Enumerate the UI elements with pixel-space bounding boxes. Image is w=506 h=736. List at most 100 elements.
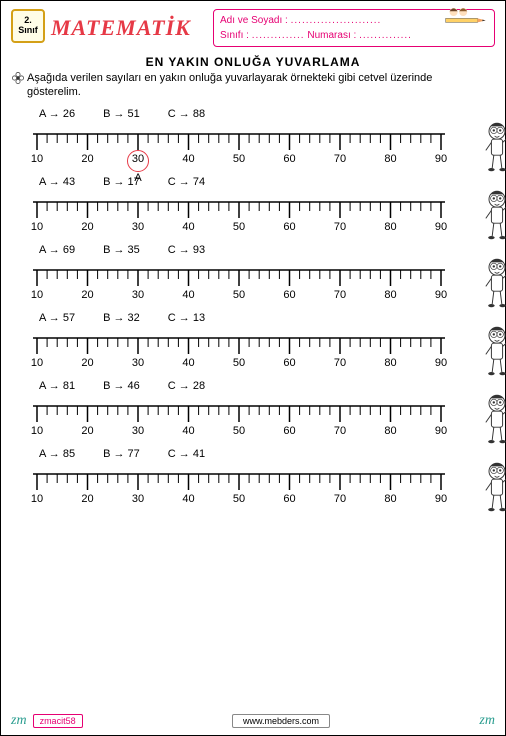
svg-text:60: 60	[283, 493, 295, 505]
svg-text:50: 50	[233, 357, 245, 369]
svg-text:20: 20	[81, 357, 93, 369]
class-row: Sınıfı : .............. Numarası : .....…	[220, 28, 488, 43]
svg-text:80: 80	[384, 357, 396, 369]
mascot-icon	[481, 460, 506, 516]
name-label: Adı ve Soyadı :	[220, 15, 288, 26]
svg-text:20: 20	[81, 153, 93, 165]
value-item: C → 28	[168, 380, 205, 392]
footer: zm zmacit58 www.mebders.com zm	[1, 713, 505, 729]
value-item: A → 43	[39, 176, 75, 188]
svg-text:30: 30	[132, 289, 144, 301]
mascot-icon	[481, 120, 506, 176]
exercise: A → 26B → 51C → 88102030405060708090A	[1, 106, 505, 168]
svg-text:50: 50	[233, 289, 245, 301]
svg-text:80: 80	[384, 425, 396, 437]
svg-text:90: 90	[435, 289, 447, 301]
svg-text:90: 90	[435, 221, 447, 233]
values-row: A → 43 B → 17 C → 74	[29, 176, 487, 188]
ruler: 102030405060708090	[29, 464, 487, 506]
svg-text:60: 60	[283, 425, 295, 437]
svg-text:30: 30	[132, 425, 144, 437]
value-item: B → 46	[103, 380, 140, 392]
svg-text:50: 50	[233, 221, 245, 233]
class-dots: ..............	[252, 30, 305, 41]
value-item: C → 74	[168, 176, 205, 188]
svg-text:40: 40	[182, 153, 194, 165]
value-item: B → 77	[103, 448, 140, 460]
svg-text:80: 80	[384, 221, 396, 233]
svg-text:80: 80	[384, 493, 396, 505]
svg-text:70: 70	[334, 425, 346, 437]
value-item: A → 85	[39, 448, 75, 460]
svg-text:10: 10	[31, 153, 43, 165]
svg-text:50: 50	[233, 153, 245, 165]
values-row: A → 81 B → 46 C → 28	[29, 380, 487, 392]
instructions: Aşağıda verilen sayıları en yakın onluğa…	[1, 71, 505, 106]
exercises-container: A → 26B → 51C → 88102030405060708090A A …	[1, 106, 505, 508]
ruler: 102030405060708090	[29, 260, 487, 302]
svg-text:40: 40	[182, 425, 194, 437]
number-dots: ..............	[359, 30, 412, 41]
svg-text:90: 90	[435, 357, 447, 369]
svg-text:50: 50	[233, 425, 245, 437]
mascot-icon	[481, 392, 506, 448]
subject-title: MATEMATİK	[51, 9, 207, 47]
instructions-text: Aşağıda verilen sayıları en yakın onluğa…	[27, 72, 432, 98]
mascot-icon	[481, 188, 506, 244]
value-item: B → 35	[103, 244, 140, 256]
svg-text:40: 40	[182, 289, 194, 301]
svg-text:60: 60	[283, 221, 295, 233]
ruler: 102030405060708090A	[29, 124, 487, 166]
values-row: A → 57 B → 32 C → 13	[29, 312, 487, 324]
svg-text:70: 70	[334, 153, 346, 165]
svg-text:70: 70	[334, 357, 346, 369]
exercise: A → 43B → 17C → 74102030405060708090	[1, 174, 505, 236]
ruler: 102030405060708090	[29, 396, 487, 438]
number-label: Numarası :	[307, 30, 356, 41]
svg-text:70: 70	[334, 221, 346, 233]
svg-text:70: 70	[334, 289, 346, 301]
svg-text:40: 40	[182, 493, 194, 505]
svg-text:50: 50	[233, 493, 245, 505]
mascot-icon	[481, 324, 506, 380]
grade-badge: 2. Sınıf	[11, 9, 45, 43]
worksheet-title: EN YAKIN ONLUĞA YUVARLAMA	[1, 55, 505, 69]
values-row: A → 69B → 35C → 93	[29, 244, 487, 256]
svg-text:20: 20	[81, 221, 93, 233]
ruler: 102030405060708090	[29, 192, 487, 234]
value-item: C → 93	[168, 244, 205, 256]
svg-text:10: 10	[31, 289, 43, 301]
svg-text:60: 60	[283, 357, 295, 369]
value-item: A → 81	[39, 380, 75, 392]
exercise: A → 69B → 35C → 93102030405060708090	[1, 242, 505, 304]
exercise: A → 57B → 32C → 13102030405060708090	[1, 310, 505, 372]
svg-text:30: 30	[132, 493, 144, 505]
svg-text:60: 60	[283, 153, 295, 165]
footer-logo-right: zm	[479, 713, 495, 729]
svg-text:10: 10	[31, 221, 43, 233]
exercise: A → 85B → 77C → 41102030405060708090	[1, 446, 505, 508]
value-item: B → 51	[103, 108, 140, 120]
svg-text:90: 90	[435, 493, 447, 505]
svg-text:10: 10	[31, 357, 43, 369]
value-item: C → 13	[168, 312, 205, 324]
svg-text:90: 90	[435, 425, 447, 437]
value-item: B → 32	[103, 312, 140, 324]
svg-text:40: 40	[182, 357, 194, 369]
value-item: B → 17	[103, 176, 140, 188]
footer-site: www.mebders.com	[232, 714, 330, 728]
svg-text:20: 20	[81, 425, 93, 437]
name-dots: ........................	[291, 15, 382, 26]
footer-author: zmacit58	[33, 714, 83, 728]
flower-icon	[11, 71, 25, 85]
svg-text:60: 60	[283, 289, 295, 301]
value-item: C → 41	[168, 448, 205, 460]
exercise: A → 81B → 46C → 28102030405060708090	[1, 378, 505, 440]
worksheet-header: 2. Sınıf MATEMATİK Adı ve Soyadı : .....…	[1, 1, 505, 51]
value-item: A → 57	[39, 312, 75, 324]
svg-text:20: 20	[81, 493, 93, 505]
svg-text:80: 80	[384, 153, 396, 165]
kids-pencil-icon	[444, 4, 492, 28]
footer-logo-left: zm	[11, 713, 27, 729]
svg-text:90: 90	[435, 153, 447, 165]
